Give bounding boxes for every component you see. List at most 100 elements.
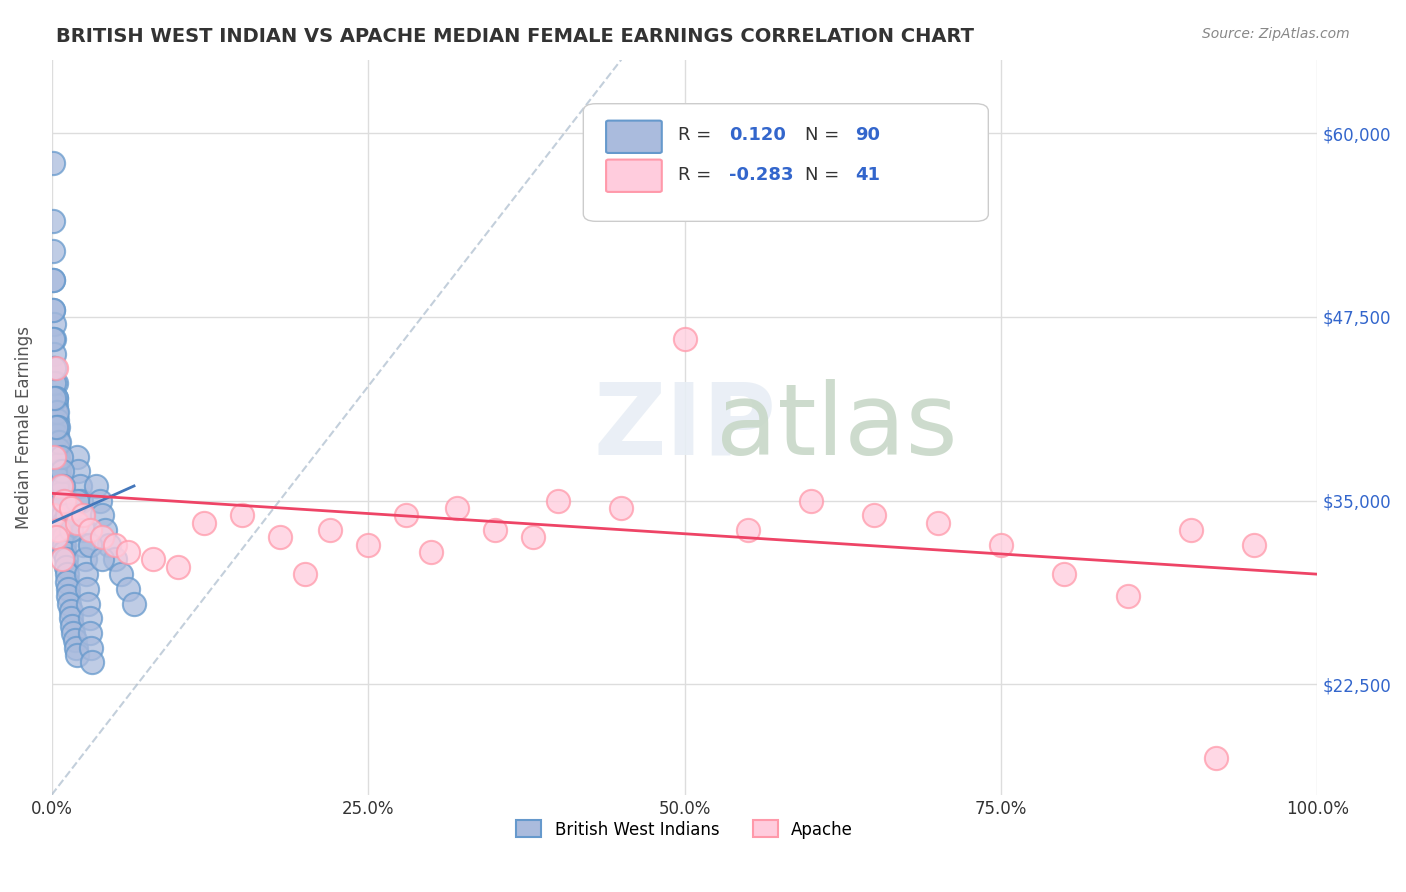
Point: [52, 516, 75, 530]
Point: [91, 552, 114, 566]
Point: [91, 530, 114, 544]
Point: [167, 559, 190, 574]
Text: 41: 41: [855, 166, 880, 184]
Point: [42, 244, 65, 258]
Point: [79, 611, 101, 625]
Text: 90: 90: [855, 127, 880, 145]
Point: [72, 523, 94, 537]
Point: [53, 493, 76, 508]
Point: [62, 626, 84, 640]
Point: [56, 508, 79, 523]
Text: -0.283: -0.283: [728, 166, 793, 184]
Point: [46, 523, 69, 537]
Point: [110, 567, 132, 582]
Point: [117, 545, 139, 559]
Point: [66, 516, 89, 530]
Point: [63, 633, 86, 648]
Point: [45, 405, 67, 419]
Point: [45, 398, 67, 412]
Point: [51, 552, 73, 566]
Point: [53, 523, 76, 537]
Point: [94, 523, 117, 537]
Point: [44, 361, 66, 376]
Text: R =: R =: [678, 127, 717, 145]
Point: [45, 376, 67, 390]
Point: [77, 597, 100, 611]
Point: [42, 273, 65, 287]
Point: [45, 413, 67, 427]
Text: N =: N =: [804, 166, 845, 184]
Point: [46, 434, 69, 449]
Point: [52, 479, 75, 493]
Point: [53, 545, 76, 559]
Point: [53, 538, 76, 552]
Point: [80, 640, 103, 655]
FancyBboxPatch shape: [606, 160, 662, 192]
Point: [45, 427, 67, 442]
Point: [46, 450, 69, 464]
Point: [1205, 751, 1227, 765]
Point: [547, 493, 569, 508]
Point: [45, 530, 67, 544]
Point: [357, 538, 380, 552]
Point: [42, 214, 65, 228]
Point: [97, 538, 120, 552]
Point: [66, 493, 89, 508]
Point: [673, 332, 696, 346]
Point: [269, 530, 291, 544]
Point: [45, 391, 67, 405]
Legend: British West Indians, Apache: British West Indians, Apache: [509, 814, 859, 846]
Point: [51, 493, 73, 508]
Point: [42, 508, 65, 523]
Point: [75, 567, 97, 582]
Point: [420, 545, 443, 559]
Point: [45, 361, 67, 376]
Point: [58, 582, 80, 596]
Point: [737, 523, 759, 537]
Point: [72, 508, 94, 523]
Point: [1180, 523, 1202, 537]
Point: [48, 434, 70, 449]
Point: [45, 420, 67, 434]
Point: [44, 376, 66, 390]
Point: [122, 597, 145, 611]
Point: [104, 552, 127, 566]
Point: [49, 479, 72, 493]
Point: [800, 493, 823, 508]
Point: [863, 508, 886, 523]
Point: [49, 486, 72, 500]
Point: [55, 559, 77, 574]
Point: [53, 530, 76, 544]
Point: [610, 501, 633, 516]
Point: [76, 582, 98, 596]
Point: [56, 574, 79, 589]
Text: R =: R =: [678, 166, 717, 184]
Point: [60, 618, 83, 632]
FancyBboxPatch shape: [583, 103, 988, 221]
Point: [52, 508, 75, 523]
Text: ZIP: ZIP: [593, 378, 776, 475]
Point: [82, 656, 104, 670]
Point: [67, 464, 90, 478]
Point: [142, 552, 165, 566]
Point: [231, 508, 253, 523]
Point: [1116, 589, 1139, 603]
Point: [73, 552, 96, 566]
Point: [44, 361, 66, 376]
Point: [66, 648, 89, 662]
Point: [44, 332, 66, 346]
Point: [319, 523, 342, 537]
Point: [58, 589, 80, 603]
Point: [45, 405, 67, 419]
Point: [48, 457, 70, 471]
Point: [46, 442, 69, 457]
Point: [44, 391, 66, 405]
Point: [927, 516, 949, 530]
Point: [55, 552, 77, 566]
Point: [104, 538, 127, 552]
Point: [395, 508, 418, 523]
Point: [484, 523, 506, 537]
Point: [58, 597, 80, 611]
Text: 0.120: 0.120: [728, 127, 786, 145]
Point: [990, 538, 1012, 552]
